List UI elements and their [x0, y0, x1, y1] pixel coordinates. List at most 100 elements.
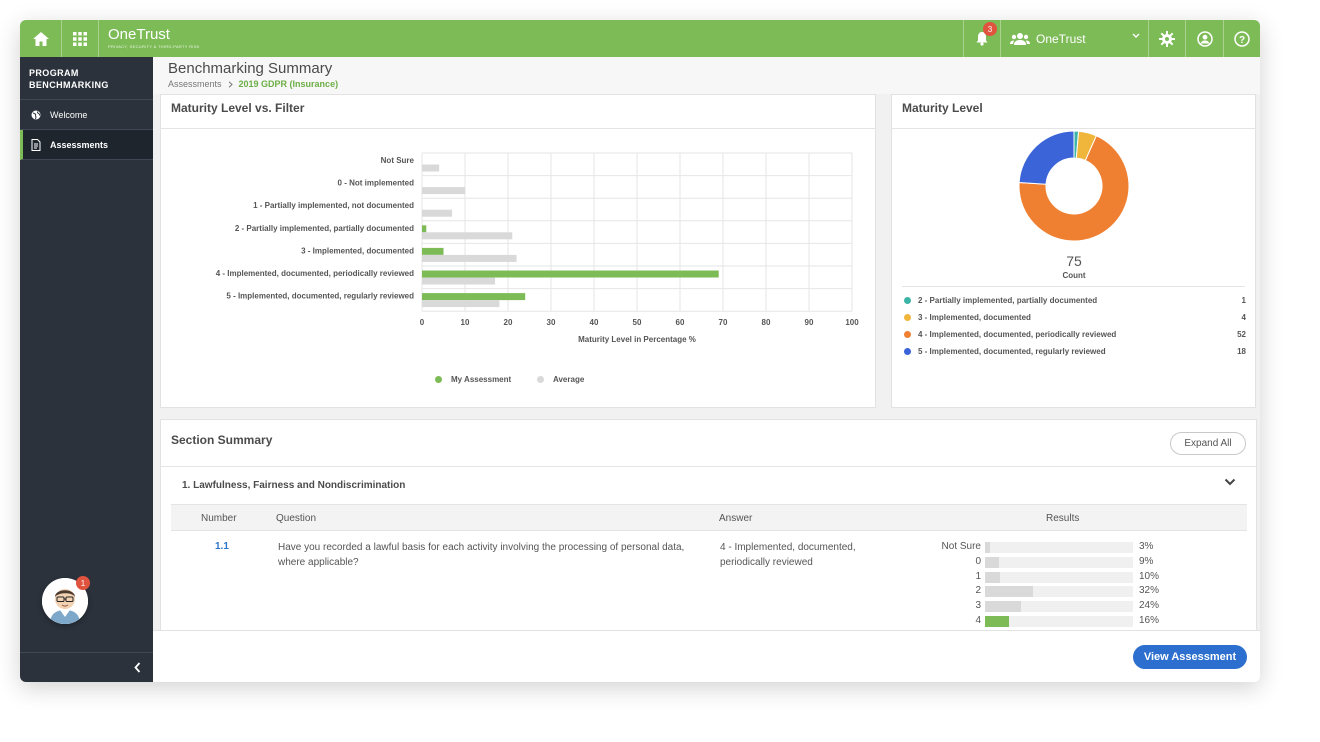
bar-my-assessment[interactable] [422, 225, 427, 233]
app-tagline: PRIVACY, SECURITY & THIRD-PARTY RISK [108, 44, 200, 49]
notification-badge: 3 [983, 22, 997, 36]
question-number-link[interactable]: 1.1 [215, 541, 229, 552]
result-bar-fill [985, 586, 1033, 598]
sidebar-title: PROGRAM BENCHMARKING [20, 57, 153, 100]
result-label: 2 [975, 585, 981, 597]
footer-bar: View Assessment [153, 630, 1260, 682]
bar-average[interactable] [422, 209, 453, 217]
legend-swatch [904, 330, 911, 338]
document-icon [30, 138, 42, 151]
col-results: Results [1046, 513, 1080, 524]
maturity-row-label: 3 - Implemented, documented [918, 312, 1031, 322]
section-group-title[interactable]: 1. Lawfulness, Fairness and Nondiscrimin… [182, 480, 406, 491]
sidebar-title-line1: PROGRAM [29, 68, 79, 78]
x-tick-label: 0 [420, 318, 425, 327]
home-button[interactable] [20, 20, 62, 57]
result-bar-track [985, 601, 1133, 613]
maturity-row-label: 5 - Implemented, documented, regularly r… [918, 346, 1106, 356]
sidebar-item-assessments[interactable]: Assessments [20, 130, 153, 160]
bar-average[interactable] [422, 254, 517, 262]
maturity-row-value: 18 [1237, 346, 1246, 356]
category-label: 4 - Implemented, documented, periodicall… [216, 269, 414, 278]
question-text: Have you recorded a lawful basis for eac… [278, 542, 685, 568]
help-icon: ? [1234, 30, 1250, 47]
category-label: 0 - Not implemented [338, 179, 415, 188]
donut-total-label: Count [1062, 271, 1085, 279]
bar-average[interactable] [422, 232, 513, 240]
app-name: OneTrust [108, 26, 170, 43]
legend-average[interactable]: Average [537, 375, 584, 384]
assistant-badge: 1 [76, 576, 90, 590]
legend-swatch [904, 347, 911, 355]
maturity-row-label: 4 - Implemented, documented, periodicall… [918, 329, 1117, 339]
settings-button[interactable] [1148, 20, 1185, 57]
x-tick-label: 100 [845, 318, 859, 327]
result-label: 3 [975, 600, 981, 612]
sidebar-collapse-button[interactable] [20, 652, 153, 682]
result-bar-fill [985, 556, 999, 568]
home-icon [32, 31, 49, 46]
user-circle-icon [1196, 30, 1213, 47]
maturity-row: 2 - Partially implemented, partially doc… [904, 294, 1246, 306]
bar-my-assessment[interactable] [422, 247, 444, 255]
notifications-button[interactable] [963, 20, 1000, 57]
legend-swatch [435, 376, 442, 383]
table-header: Number Question Answer Results [171, 504, 1247, 531]
org-selector[interactable]: OneTrust [1000, 20, 1148, 57]
grid-icon [73, 31, 87, 46]
result-percent: 9% [1139, 555, 1154, 567]
donut-card-title: Maturity Level [902, 101, 983, 115]
result-row: 4 16% [921, 615, 1161, 628]
sidebar-item-label: Assessments [50, 139, 109, 150]
breadcrumb-root[interactable]: Assessments [168, 79, 222, 89]
donut-total: 75 [1066, 253, 1082, 269]
result-bar-track [985, 542, 1133, 553]
donut-slice[interactable] [1018, 130, 1075, 185]
bar-average[interactable] [422, 164, 440, 172]
result-percent: 24% [1139, 600, 1160, 612]
maturity-level-card: Maturity Level 75 Count 2 - Partially im… [891, 94, 1256, 408]
users-icon [1010, 32, 1030, 45]
help-button[interactable]: ? [1223, 20, 1260, 57]
result-row: 3 24% [921, 600, 1161, 613]
chevron-down-icon[interactable] [1224, 478, 1236, 486]
result-label: 4 [975, 615, 981, 626]
chevron-right-icon [228, 80, 233, 88]
category-label: 2 - Partially implemented, partially doc… [235, 224, 414, 233]
bar-average[interactable] [422, 277, 496, 285]
legend-swatch [537, 376, 544, 383]
category-label: 5 - Implemented, documented, regularly r… [226, 292, 414, 301]
legend-label: My Assessment [451, 375, 512, 384]
result-percent: 10% [1139, 570, 1160, 582]
profile-button[interactable] [1185, 20, 1223, 57]
bar-my-assessment[interactable] [422, 270, 719, 278]
view-assessment-button[interactable]: View Assessment [1133, 645, 1247, 669]
legend-my-assessment[interactable]: My Assessment [435, 375, 511, 384]
result-row: 0 9% [921, 556, 1161, 569]
x-tick-label: 10 [461, 318, 470, 327]
result-row: Not Sure 3% [921, 541, 1161, 554]
sidebar-item-welcome[interactable]: Welcome [20, 100, 153, 130]
result-bar-fill [985, 571, 1000, 583]
result-bar-track [985, 571, 1133, 583]
category-label: Not Sure [381, 156, 415, 165]
result-row: 2 32% [921, 585, 1161, 598]
expand-all-button[interactable]: Expand All [1170, 432, 1246, 455]
bar-card-title: Maturity Level vs. Filter [171, 101, 305, 115]
maturity-row-value: 52 [1237, 329, 1246, 339]
top-bar: OneTrust PRIVACY, SECURITY & THIRD-PARTY… [20, 20, 1260, 57]
donut-slice[interactable] [1018, 135, 1130, 242]
maturity-row-value: 4 [1241, 312, 1246, 322]
bar-average[interactable] [422, 187, 465, 195]
result-bar-fill [985, 601, 1021, 613]
x-tick-label: 50 [633, 318, 642, 327]
maturity-row: 3 - Implemented, documented 4 [904, 311, 1246, 323]
maturity-donut-chart: 75 Count [1018, 130, 1130, 279]
sidebar-item-label: Welcome [50, 109, 88, 120]
bar-my-assessment[interactable] [422, 293, 526, 301]
col-answer: Answer [719, 513, 753, 524]
bar-average[interactable] [422, 300, 500, 308]
result-label: 0 [975, 555, 981, 567]
apps-grid-button[interactable] [62, 20, 99, 57]
app-logo[interactable]: OneTrust PRIVACY, SECURITY & THIRD-PARTY… [108, 26, 200, 49]
